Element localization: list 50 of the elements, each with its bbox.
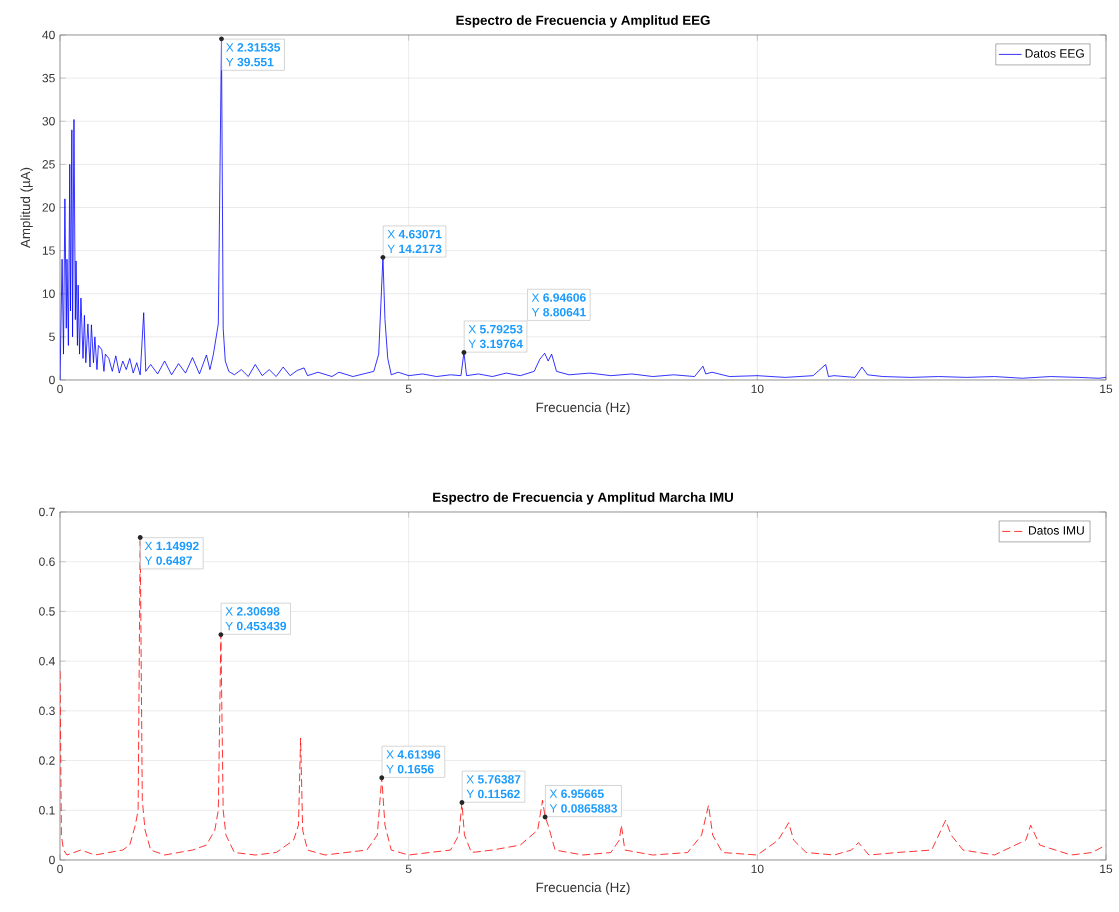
- y-tick-label: 0.7: [39, 507, 55, 517]
- y-tick-label: 10: [42, 289, 55, 298]
- y-tick-label: 0: [49, 375, 55, 385]
- annotation: Y 3.19764: [468, 339, 523, 349]
- x-tick-label: 5: [405, 384, 412, 394]
- y-tick-label: 30: [42, 116, 55, 126]
- annotation: Y 8.80641: [531, 307, 586, 317]
- y-tick-label: 0.1: [39, 806, 55, 815]
- x-tick-label: 0: [57, 864, 63, 874]
- annotation: Y 0.453439: [225, 621, 287, 631]
- x-axis-title: Frecuencia (Hz): [536, 402, 630, 415]
- x-tick-label: 15: [1100, 864, 1113, 874]
- annotation: X 4.61396: [386, 750, 441, 759]
- x-tick-label: 10: [751, 384, 764, 394]
- y-tick-label: 0.5: [39, 607, 55, 616]
- y-tick-label: 35: [42, 73, 55, 83]
- annotation: X 4.63071: [387, 229, 442, 239]
- annotation: Y 0.1656: [386, 764, 434, 774]
- y-tick-label: 0.2: [39, 756, 55, 765]
- y-tick-label: 0.6: [39, 557, 55, 566]
- annotation: Y 0.6487: [144, 556, 192, 565]
- y-tick-label: 0.4: [39, 656, 55, 666]
- y-tick-label: 0: [49, 855, 55, 865]
- x-tick-label: 15: [1100, 384, 1113, 394]
- x-tick-label: 10: [751, 864, 764, 874]
- annotation: X 2.30698: [225, 607, 280, 616]
- y-tick-label: 15: [42, 246, 55, 255]
- annotation: Y 0.11562: [466, 789, 520, 799]
- annotation: Y 39.551: [226, 57, 274, 67]
- annotation: X 2.31535: [226, 43, 281, 52]
- annotation: Y 14.2173: [387, 244, 442, 254]
- annotation: X 6.94606: [531, 293, 586, 302]
- legend-label: Datos IMU: [1029, 526, 1084, 535]
- y-axis-title: Amplitud (µA): [20, 167, 33, 248]
- annotation: X 5.79253: [468, 324, 523, 334]
- x-axis-title: Frecuencia (Hz): [536, 882, 630, 895]
- annotation: X 6.95665: [549, 789, 604, 798]
- y-tick-label: 40: [42, 30, 55, 40]
- y-tick-label: 20: [42, 203, 55, 212]
- x-tick-label: 0: [57, 384, 63, 394]
- x-tick-label: 5: [405, 864, 412, 874]
- chart-title: Espectro de Frecuencia y Amplitud Marcha IMU: [433, 492, 733, 505]
- chart-title: Espectro de Frecuencia y Amplitud EEG: [456, 15, 710, 28]
- legend-label: Datos EEG: [1025, 49, 1084, 58]
- y-tick-label: 0.3: [39, 706, 55, 716]
- y-tick-label: 25: [42, 160, 55, 169]
- annotation: X 5.76387: [466, 775, 521, 784]
- y-tick-label: 5: [49, 332, 55, 342]
- annotation: Y 0.0865883: [549, 804, 617, 813]
- annotation: X 1.14992: [144, 541, 199, 551]
